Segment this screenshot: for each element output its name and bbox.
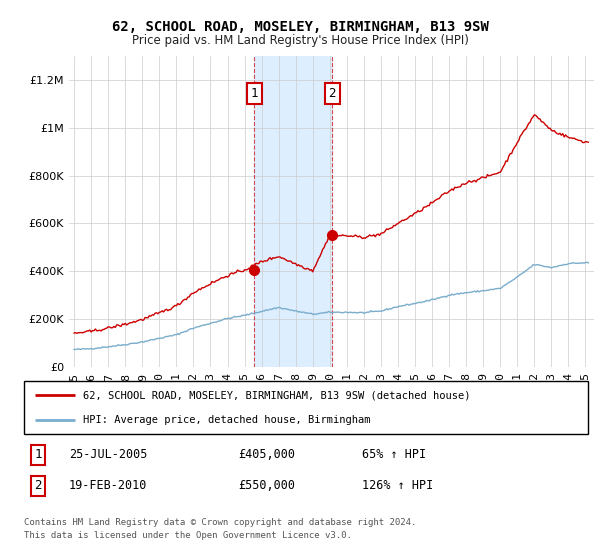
Text: 126% ↑ HPI: 126% ↑ HPI <box>362 479 434 492</box>
Text: Contains HM Land Registry data © Crown copyright and database right 2024.
This d: Contains HM Land Registry data © Crown c… <box>24 519 416 540</box>
Text: £550,000: £550,000 <box>238 479 295 492</box>
Text: 2: 2 <box>34 479 42 492</box>
Text: 2: 2 <box>328 87 336 100</box>
Bar <box>254 56 332 367</box>
Text: 25-JUL-2005: 25-JUL-2005 <box>69 449 148 461</box>
Text: Price paid vs. HM Land Registry's House Price Index (HPI): Price paid vs. HM Land Registry's House … <box>131 34 469 47</box>
Text: 62, SCHOOL ROAD, MOSELEY, BIRMINGHAM, B13 9SW: 62, SCHOOL ROAD, MOSELEY, BIRMINGHAM, B1… <box>112 20 488 34</box>
Text: 62, SCHOOL ROAD, MOSELEY, BIRMINGHAM, B13 9SW (detached house): 62, SCHOOL ROAD, MOSELEY, BIRMINGHAM, B1… <box>83 390 471 400</box>
Text: £405,000: £405,000 <box>238 449 295 461</box>
Text: HPI: Average price, detached house, Birmingham: HPI: Average price, detached house, Birm… <box>83 414 371 424</box>
FancyBboxPatch shape <box>24 381 588 434</box>
Text: 1: 1 <box>250 87 258 100</box>
Text: 1: 1 <box>34 449 42 461</box>
Text: 19-FEB-2010: 19-FEB-2010 <box>69 479 148 492</box>
Text: 65% ↑ HPI: 65% ↑ HPI <box>362 449 427 461</box>
